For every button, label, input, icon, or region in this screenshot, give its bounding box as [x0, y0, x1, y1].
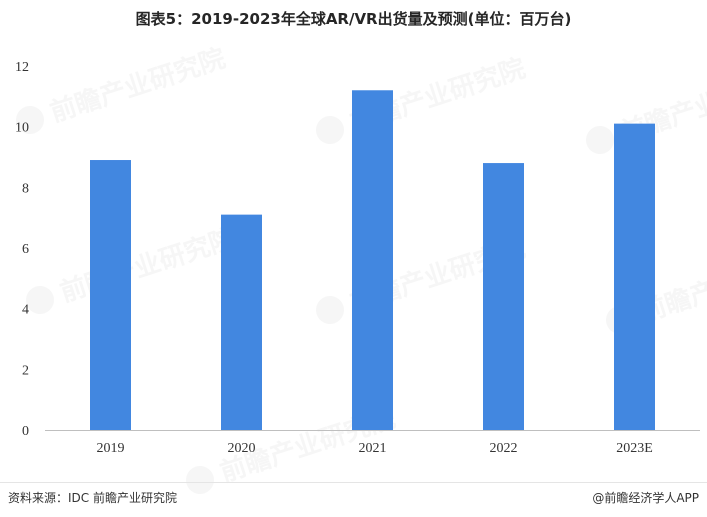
y-tick-label: 4 — [22, 303, 29, 318]
chart-title: 图表5：2019-2023年全球AR/VR出货量及预测(单位：百万台) — [135, 10, 572, 28]
credit-note: @前瞻经济学人APP — [592, 491, 699, 505]
y-tick-label: 8 — [22, 181, 29, 196]
bar — [90, 160, 131, 431]
source-note: 资料来源：IDC 前瞻产业研究院 — [8, 491, 177, 505]
watermark: 前瞻产业研究院 — [16, 43, 229, 134]
watermark-logo-icon — [316, 116, 344, 144]
watermark: 前瞻产业研究院 — [316, 53, 529, 144]
x-tick-label: 2020 — [228, 441, 256, 456]
bar-series — [90, 90, 655, 431]
bar — [483, 163, 524, 431]
footer-divider — [0, 482, 707, 483]
watermark-logo-icon — [16, 106, 44, 134]
watermark-logo-icon — [26, 286, 54, 314]
watermark-logo-icon — [186, 466, 214, 494]
x-tick-label: 2019 — [97, 441, 125, 456]
bar — [352, 90, 393, 431]
bar — [221, 214, 262, 430]
watermark-text: 前瞻产业研究院 — [56, 223, 239, 309]
x-tick-label: 2022 — [490, 441, 518, 456]
x-tick-label: 2021 — [359, 441, 387, 456]
bar — [614, 123, 655, 430]
watermark-text: 前瞻产业研究院 — [46, 43, 229, 129]
y-tick-label: 6 — [22, 242, 29, 257]
y-tick-label: 0 — [22, 424, 29, 439]
y-axis: 0 2 4 6 8 10 12 — [15, 60, 29, 439]
y-tick-label: 12 — [15, 60, 29, 75]
x-axis: 2019 2020 2021 2022 2023E — [97, 441, 653, 456]
x-tick-label: 2023E — [616, 441, 653, 456]
watermark-logo-icon — [586, 126, 614, 154]
y-tick-label: 2 — [22, 363, 29, 378]
y-tick-label: 10 — [15, 121, 29, 136]
watermark-logo-icon — [316, 296, 344, 324]
